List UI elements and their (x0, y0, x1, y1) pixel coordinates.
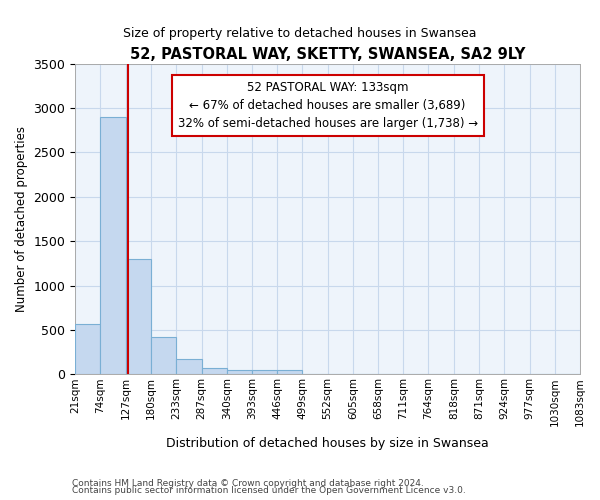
Bar (75, 324, 100, 374)
Text: Contains HM Land Registry data © Crown copyright and database right 2024.: Contains HM Land Registry data © Crown c… (72, 478, 424, 488)
Text: 52 PASTORAL WAY: 133sqm
← 67% of detached houses are smaller (3,689)
32% of semi: 52 PASTORAL WAY: 133sqm ← 67% of detache… (178, 81, 478, 130)
Bar (151, 337, 176, 374)
Y-axis label: Number of detached properties: Number of detached properties (15, 126, 28, 312)
Bar (227, 370, 252, 374)
Bar (277, 370, 302, 374)
Text: Size of property relative to detached houses in Swansea: Size of property relative to detached ho… (123, 28, 477, 40)
Bar (176, 360, 202, 374)
Bar (202, 368, 227, 374)
Bar (252, 370, 277, 374)
Bar (100, 117, 125, 374)
Text: Contains public sector information licensed under the Open Government Licence v3: Contains public sector information licen… (72, 486, 466, 495)
Bar (125, 259, 151, 374)
Title: 52, PASTORAL WAY, SKETTY, SWANSEA, SA2 9LY: 52, PASTORAL WAY, SKETTY, SWANSEA, SA2 9… (130, 48, 525, 62)
X-axis label: Distribution of detached houses by size in Swansea: Distribution of detached houses by size … (166, 437, 489, 450)
